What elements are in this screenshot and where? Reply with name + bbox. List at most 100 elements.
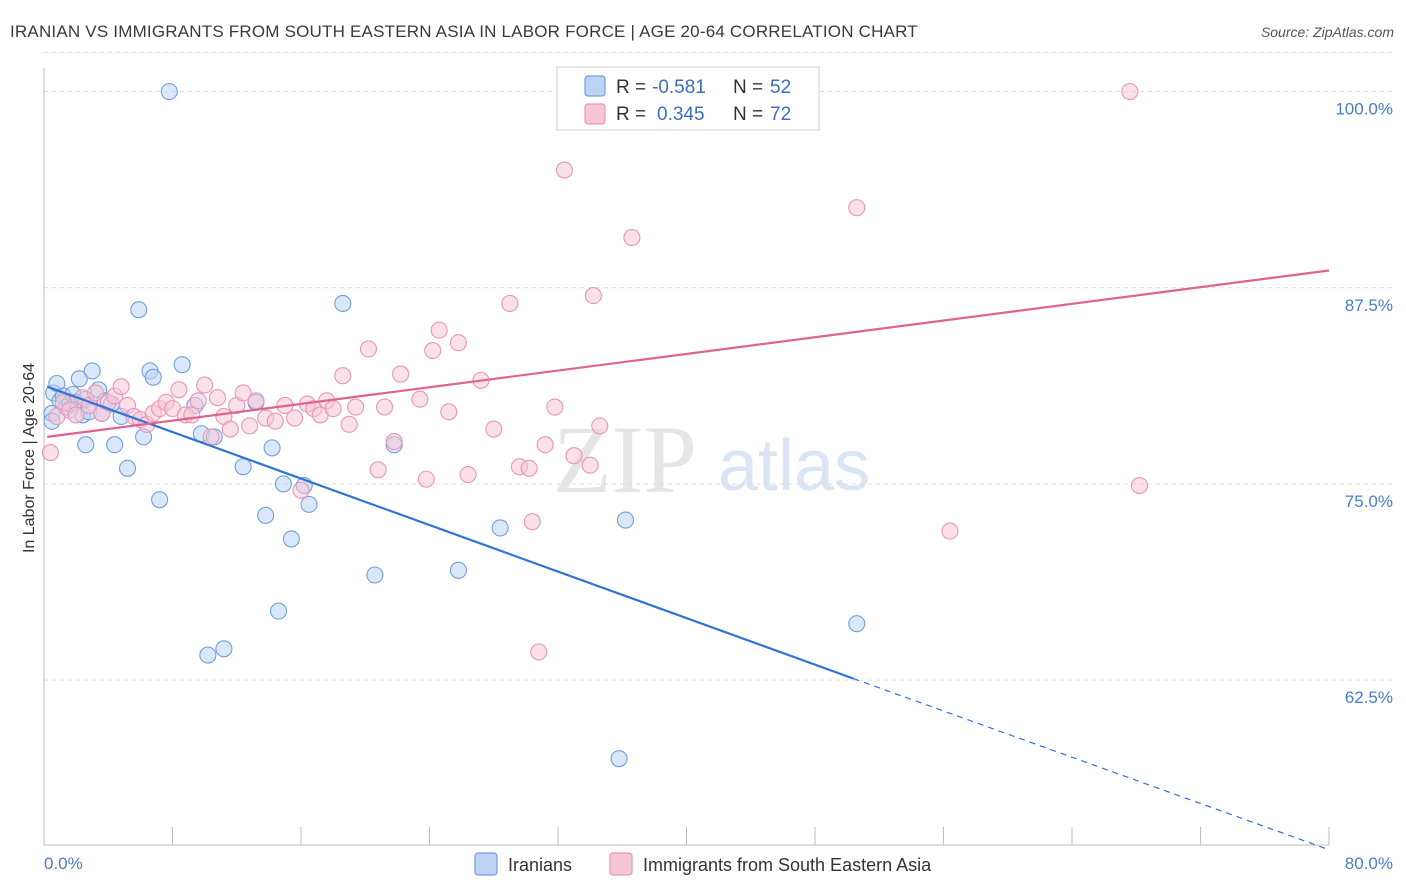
chart-title: IRANIAN VS IMMIGRANTS FROM SOUTH EASTERN… [10, 22, 918, 41]
legend-swatch-sea [584, 103, 606, 125]
data-point [623, 228, 641, 247]
data-point [221, 420, 239, 438]
data-point [324, 400, 342, 418]
data-point [266, 412, 284, 430]
data-point [263, 439, 281, 457]
data-point [375, 398, 394, 416]
data-point [565, 447, 583, 465]
data-point [347, 398, 365, 416]
data-point [430, 321, 448, 339]
legend: R = -0.581 N = 52 R = 0.345 N = 72 [556, 66, 820, 131]
data-point [491, 519, 509, 537]
legend-r-value-1: -0.581 [652, 77, 706, 98]
data-point [202, 428, 220, 446]
data-point [546, 398, 564, 416]
data-point [581, 456, 599, 474]
y-tick-label: 75.0% [1345, 492, 1393, 511]
data-point [112, 378, 130, 396]
data-point [555, 161, 573, 179]
bottom-legend: Iranians Immigrants from South Eastern A… [474, 852, 932, 876]
data-point [151, 491, 169, 509]
legend-r-value-2: 0.345 [657, 104, 705, 125]
trend-line-iranians [46, 385, 854, 680]
x-tick-label-min: 0.0% [44, 854, 83, 873]
trend-line-sea [47, 269, 1330, 438]
data-point [449, 334, 467, 352]
data-point [366, 566, 384, 584]
data-point [530, 643, 548, 661]
data-point [144, 368, 162, 386]
data-point [385, 433, 403, 451]
data-point [67, 406, 85, 424]
data-point [424, 341, 442, 360]
legend-n-label-2: N = [733, 104, 763, 125]
data-point [170, 381, 188, 399]
data-point [234, 384, 252, 402]
data-point [449, 561, 467, 579]
data-point [591, 417, 609, 435]
data-point [485, 420, 503, 438]
data-point [1130, 476, 1149, 495]
data-point [359, 340, 378, 358]
legend-n-value-1: 52 [770, 77, 791, 98]
data-point [189, 392, 207, 410]
data-point [334, 367, 352, 385]
y-tick-labels: 62.5% 75.0% 87.5% 100.0% [1335, 100, 1393, 708]
bottom-legend-swatch-sea [609, 852, 633, 876]
data-point [77, 436, 95, 454]
watermark-atlas: atlas [718, 426, 870, 506]
y-tick-label: 87.5% [1345, 296, 1393, 315]
data-point [523, 513, 541, 531]
data-point [848, 199, 866, 217]
data-point [257, 506, 275, 524]
data-point [199, 646, 217, 664]
legend-r-label-1: R = [616, 77, 646, 98]
data-point [106, 436, 124, 454]
legend-r-label-2: R = [616, 104, 646, 125]
data-point [234, 458, 252, 476]
data-point [369, 461, 387, 479]
data-point [41, 444, 59, 462]
y-tick-label: 62.5% [1345, 688, 1393, 707]
data-point [274, 475, 292, 493]
chart-source: Source: ZipAtlas.com [1260, 24, 1394, 40]
data-point [300, 495, 318, 513]
bottom-legend-swatch-iranians [474, 852, 498, 876]
data-point [86, 384, 104, 402]
series-sea-points [41, 82, 1149, 661]
data-point [411, 390, 429, 408]
data-point [269, 602, 288, 620]
data-point [196, 376, 214, 394]
data-point [160, 82, 178, 101]
data-point [286, 409, 304, 427]
bottom-legend-label-sea: Immigrants from South Eastern Asia [643, 855, 932, 875]
data-point [610, 750, 628, 768]
y-tick-label: 100.0% [1335, 100, 1393, 119]
data-point [70, 370, 88, 388]
data-point [520, 459, 538, 477]
data-point [501, 294, 519, 313]
data-point [848, 615, 866, 633]
data-point [584, 287, 602, 305]
data-point [340, 415, 358, 433]
legend-n-label-1: N = [733, 77, 763, 98]
data-point [282, 530, 300, 548]
data-point [173, 356, 191, 374]
y-axis-label: In Labor Force | Age 20-64 [21, 363, 38, 553]
data-point [208, 389, 227, 407]
legend-n-value-2: 72 [770, 104, 791, 125]
data-point [616, 511, 635, 529]
data-point [241, 417, 259, 435]
data-point [417, 470, 435, 488]
data-point [459, 466, 477, 484]
data-point [440, 403, 458, 421]
data-point [1121, 82, 1139, 101]
x-tick-label-max: 80.0% [1345, 854, 1393, 873]
data-point [215, 640, 233, 658]
grid [44, 51, 1394, 681]
data-point [941, 522, 959, 540]
trend-line-iranians-extrapolated [853, 678, 1330, 851]
trend-lines [46, 269, 1330, 851]
data-point [292, 481, 310, 499]
